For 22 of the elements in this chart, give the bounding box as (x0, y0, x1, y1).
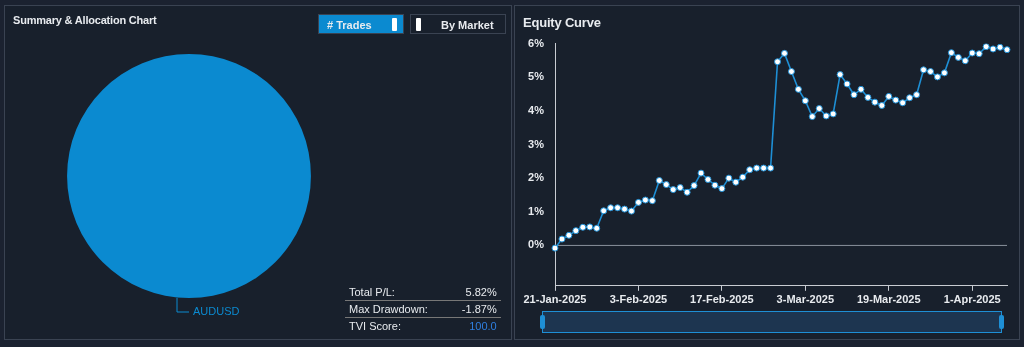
slice-label: AUDUSD (193, 305, 240, 318)
text: 5.82% (431, 284, 501, 301)
chart-title: Equity Curve (523, 15, 601, 30)
text: 100.0 (468, 319, 498, 334)
text: TVI Score: (348, 319, 402, 334)
y-tick-label: 4% (528, 103, 545, 116)
y-tick-label: 3% (528, 137, 545, 150)
text: Max Drawdown: (345, 300, 432, 318)
text: Total P/L: (345, 284, 432, 301)
x-tick-label: 21-Jan-2025 (523, 293, 587, 306)
y-tick-label: 1% (528, 204, 545, 217)
y-tick-label: 0% (528, 238, 545, 251)
text: -1.87% (431, 300, 501, 318)
x-tick-label: 3-Mar-2025 (776, 293, 835, 306)
x-tick-label: 3-Feb-2025 (609, 293, 668, 306)
y-tick-label: 2% (528, 171, 545, 184)
chart-title: Summary & Allocation Chart (13, 14, 157, 26)
y-tick-label: 5% (528, 70, 545, 83)
x-tick-label: 19-Mar-2025 (856, 293, 921, 306)
x-tick-label: 17-Feb-2025 (690, 293, 754, 306)
x-tick-label: 1-Apr-2025 (943, 293, 1001, 306)
y-tick-label: 6% (528, 36, 545, 49)
